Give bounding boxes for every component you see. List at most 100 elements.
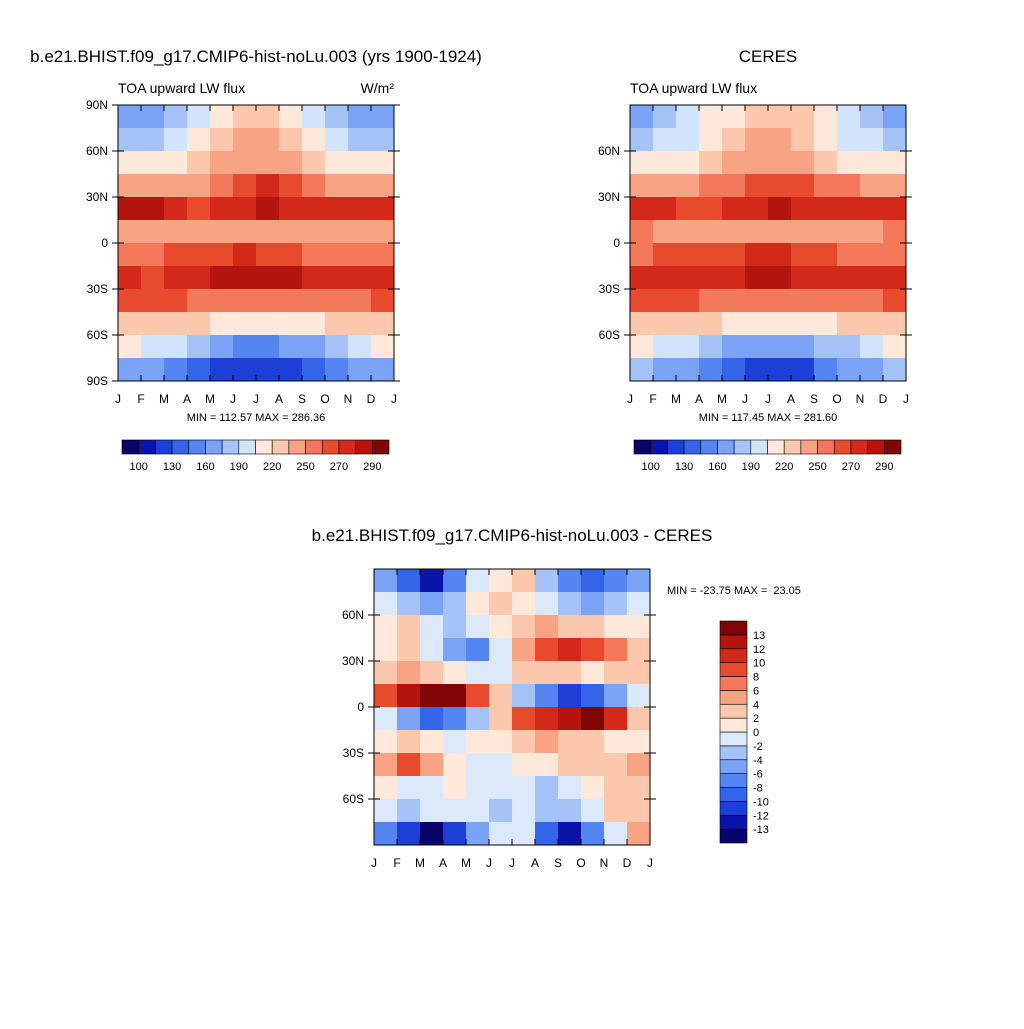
field-cell [256, 197, 280, 221]
field-cell [512, 638, 536, 662]
field-cell [187, 151, 211, 175]
field-cell [837, 358, 861, 382]
field-cell [722, 243, 746, 267]
field-cell [512, 684, 536, 708]
x-tick-label: J [627, 392, 633, 406]
field-cell [233, 312, 257, 336]
x-tick-label: D [367, 392, 376, 406]
field-cell [883, 174, 907, 198]
x-tick-label: J [371, 856, 377, 870]
field-cell [302, 358, 326, 382]
y-tick-label: 30N [342, 654, 364, 668]
field-cell [745, 174, 769, 198]
field-cell [535, 638, 559, 662]
colorbar-box [817, 439, 835, 455]
field-cell [233, 128, 257, 152]
field-cell [581, 707, 605, 731]
field-cell [722, 358, 746, 382]
field-cell [187, 128, 211, 152]
field-cell [653, 289, 677, 313]
colorbar-label: 130 [163, 461, 181, 473]
field-cell [630, 335, 654, 359]
colorbar-label: 250 [808, 461, 826, 473]
x-tick-label: A [695, 392, 703, 406]
x-tick-label: A [439, 856, 447, 870]
field-cell [325, 289, 349, 313]
field-cell [768, 151, 792, 175]
y-tick-label: 30S [343, 746, 364, 760]
field-cell [489, 569, 513, 593]
field-cell [768, 197, 792, 221]
field-cell [791, 174, 815, 198]
colorbar-box [155, 439, 173, 455]
x-tick-label: J [253, 392, 259, 406]
field-cell [604, 684, 628, 708]
colorbar-box [719, 814, 748, 830]
field-cell [443, 799, 467, 823]
y-tick-label: 30S [87, 282, 108, 296]
x-tick-label: A [275, 392, 283, 406]
field-cell [371, 105, 395, 129]
field-cell [279, 335, 303, 359]
field-cell [860, 243, 884, 267]
field-cell [302, 266, 326, 290]
x-tick-label: J [115, 392, 121, 406]
units: W/m² [361, 80, 395, 96]
field-cell [630, 128, 654, 152]
field-cell [489, 730, 513, 754]
y-tick-label: 60S [343, 792, 364, 806]
field-cell [512, 753, 536, 777]
x-tick-label: D [623, 856, 632, 870]
x-tick-label: S [298, 392, 306, 406]
field-cell [558, 569, 582, 593]
field-cell [325, 358, 349, 382]
field-cell [883, 289, 907, 313]
colorbar-label: 4 [753, 699, 759, 711]
field-cell [791, 312, 815, 336]
field-cell [164, 105, 188, 129]
field-cell [558, 730, 582, 754]
field-cell [860, 335, 884, 359]
field-cell [860, 174, 884, 198]
field-cell [722, 335, 746, 359]
field-cell [348, 105, 372, 129]
field-cell [371, 243, 395, 267]
field-cell [233, 358, 257, 382]
field-cell [535, 684, 559, 708]
colorbar-box [719, 773, 748, 788]
field-cell [397, 592, 421, 616]
field-cell [768, 335, 792, 359]
chart-title: b.e21.BHIST.f09_g17.CMIP6-hist-noLu.003 … [30, 47, 482, 66]
colorbar-box [833, 439, 852, 455]
chart-title: CERES [739, 47, 798, 66]
field-cell [745, 358, 769, 382]
field-cell [558, 661, 582, 685]
field-cell [371, 358, 395, 382]
field-cell [860, 312, 884, 336]
field-cell [420, 799, 444, 823]
field-cell [420, 776, 444, 800]
field-cell [374, 615, 398, 639]
field-cell [210, 220, 234, 244]
colorbar-box [650, 439, 668, 455]
field-cell [883, 151, 907, 175]
field-cell [210, 266, 234, 290]
y-tick-label: 0 [357, 700, 364, 714]
colorbar-box [719, 676, 748, 691]
field-cell [397, 684, 421, 708]
field-cell [699, 289, 723, 313]
field-cell [348, 358, 372, 382]
field-cell [187, 220, 211, 244]
field-cell [489, 592, 513, 616]
field-cell [745, 105, 769, 129]
field-cell [745, 335, 769, 359]
x-tick-label: A [183, 392, 191, 406]
colorbar-box [121, 439, 139, 455]
colorbar-box [683, 439, 702, 455]
stats: MIN = 112.57 MAX = 286.36 [187, 412, 326, 424]
field-cell [604, 822, 628, 846]
field-cell [722, 105, 746, 129]
field-cell [141, 220, 165, 244]
field-cell [627, 776, 651, 800]
field-cell [627, 615, 651, 639]
